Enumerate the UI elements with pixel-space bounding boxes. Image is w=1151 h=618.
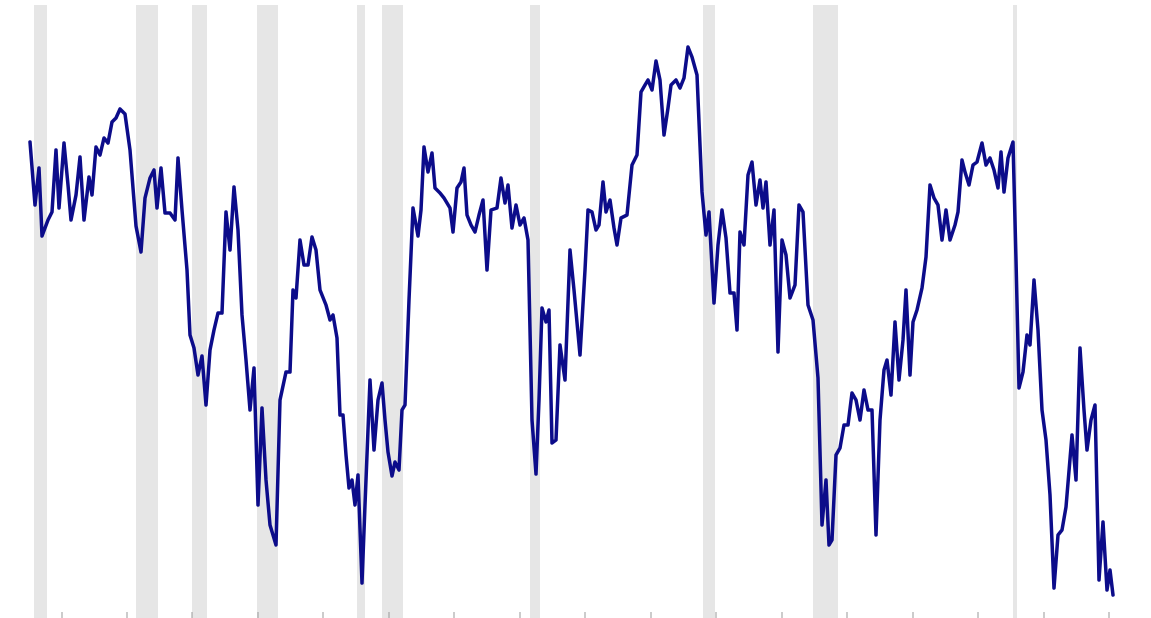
shaded-band [257, 5, 278, 618]
shaded-band [530, 5, 540, 618]
shaded-band [34, 5, 47, 618]
shaded-band [192, 5, 207, 618]
shaded-band [382, 5, 403, 618]
data-line [28, 45, 1115, 597]
shaded-band [357, 5, 365, 618]
shaded-band [136, 5, 158, 618]
shaded-band [703, 5, 715, 618]
shaded-band [1013, 5, 1017, 618]
